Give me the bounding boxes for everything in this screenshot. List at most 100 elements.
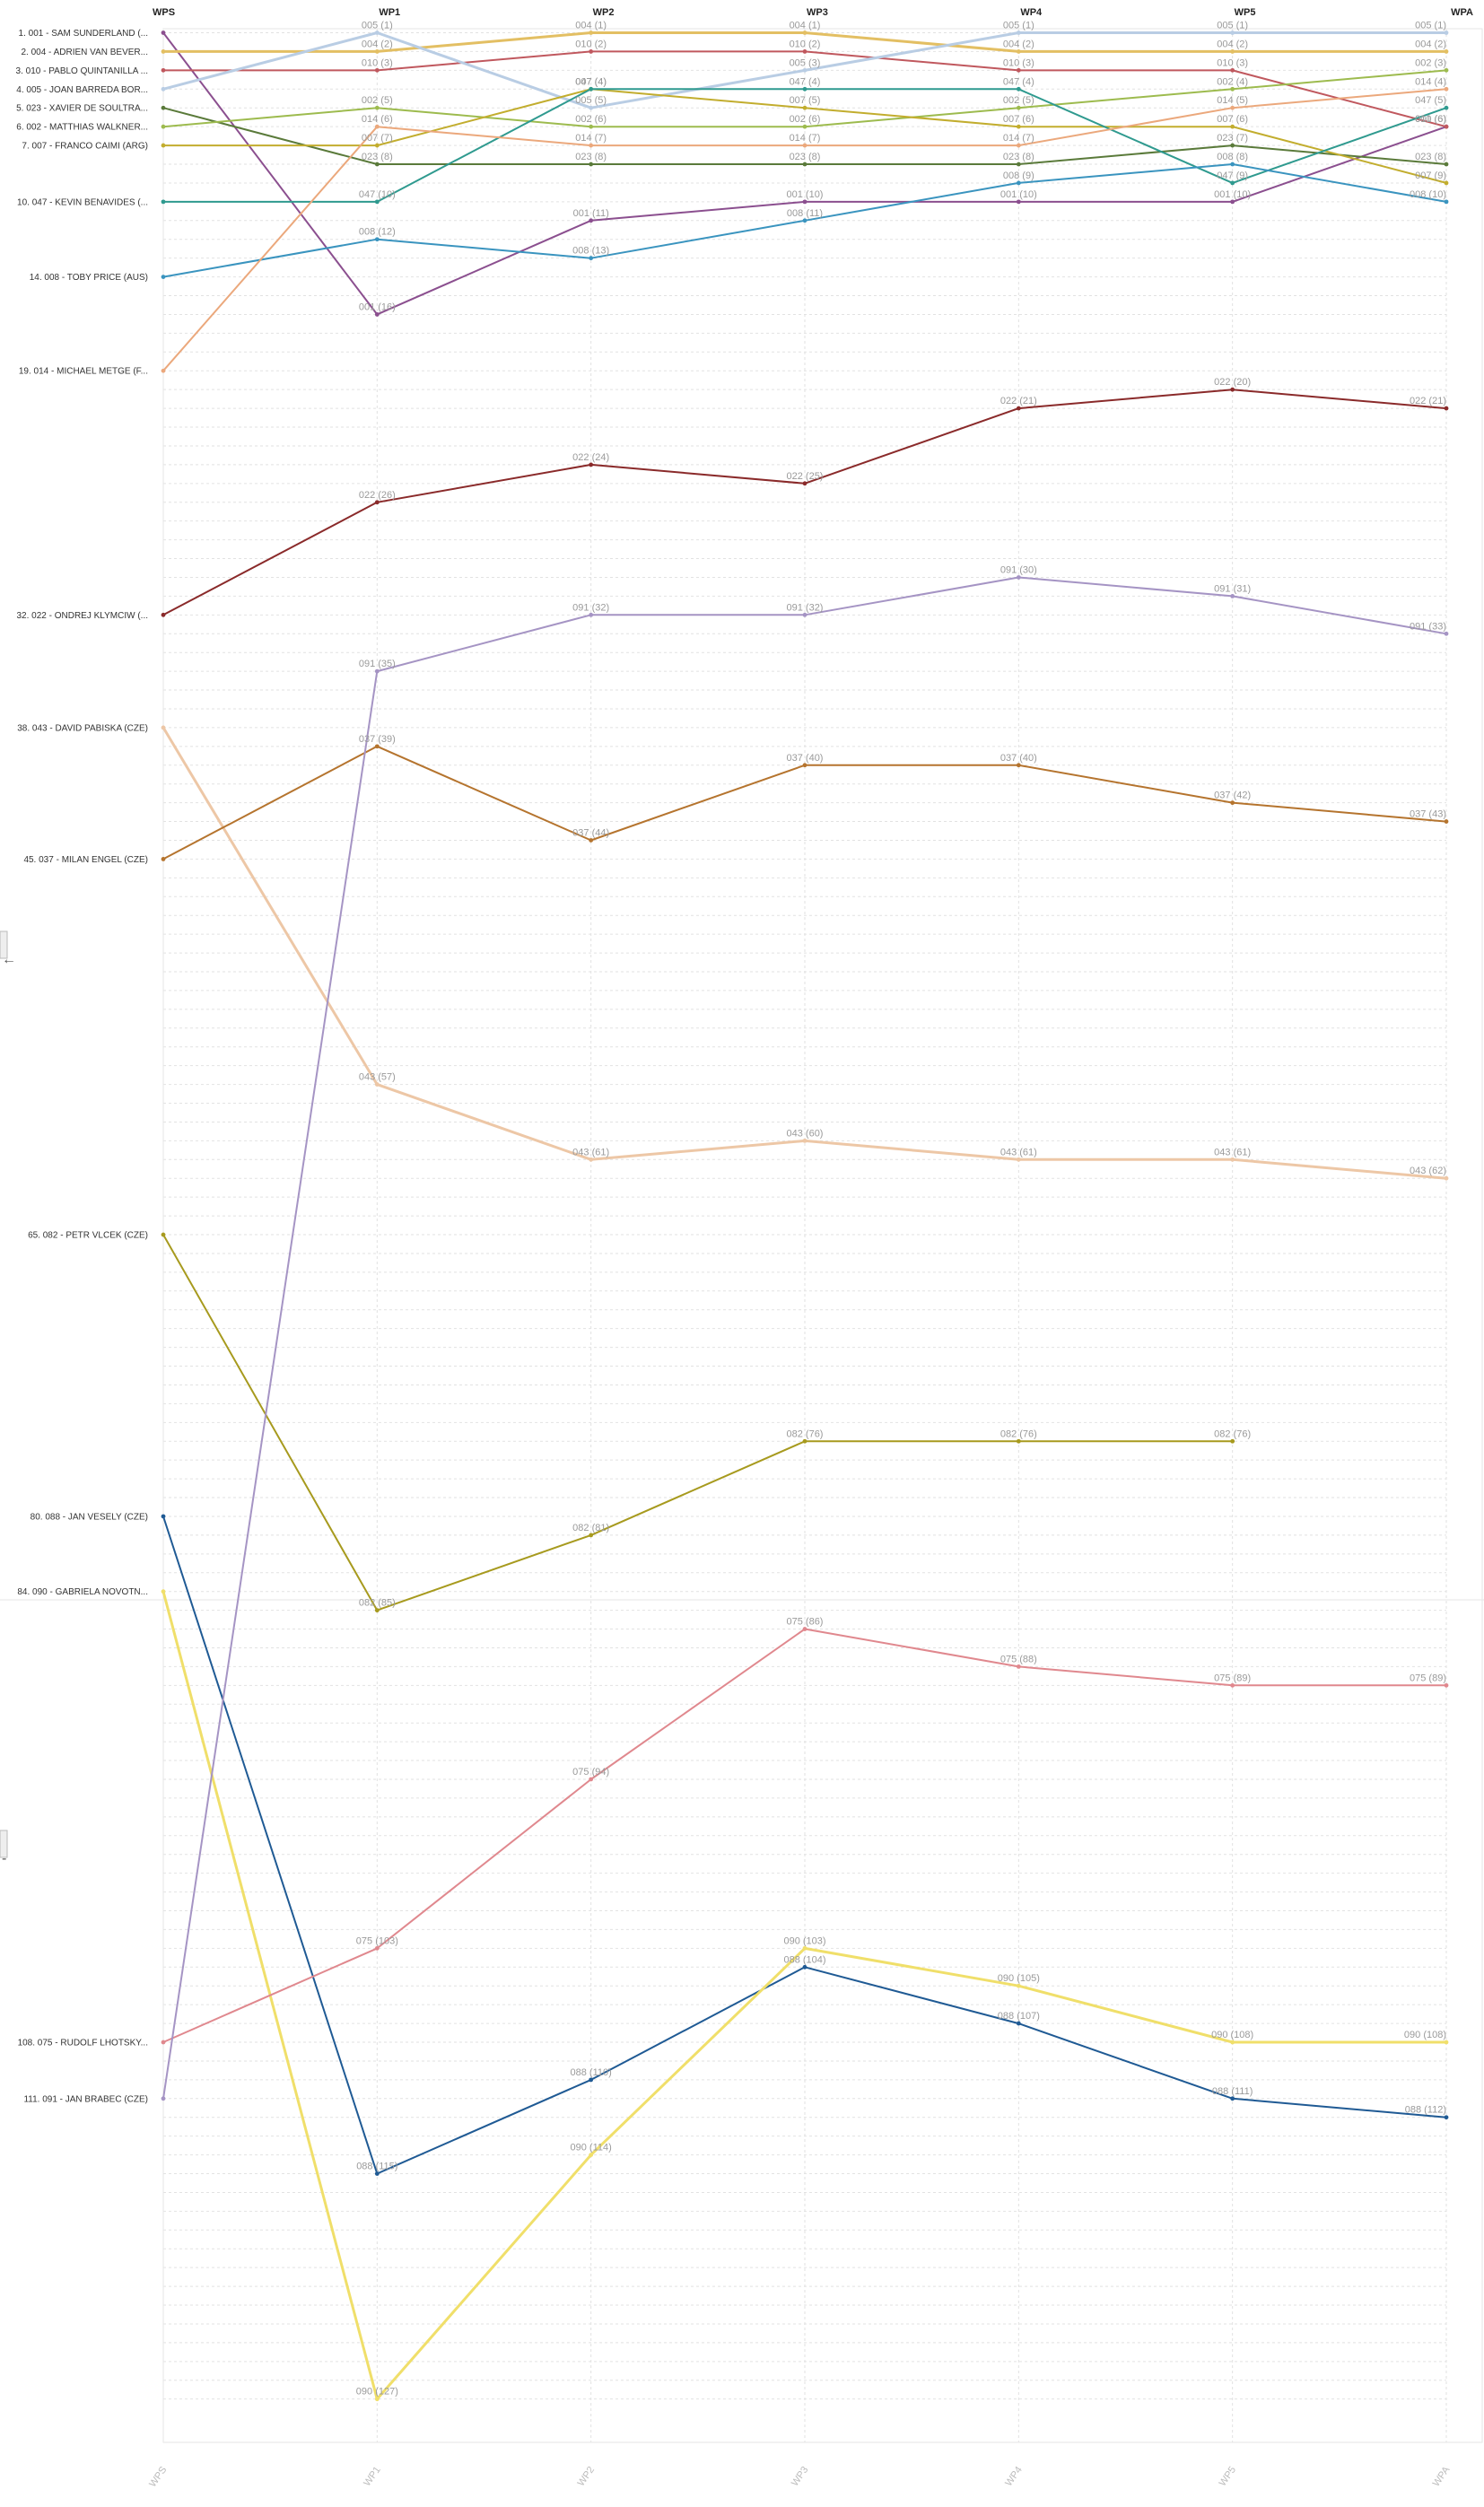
point-label-010: 010 (6)	[1415, 114, 1446, 125]
point-label-088: 088 (115)	[356, 2162, 397, 2172]
data-point-008	[802, 218, 807, 223]
svg-text:-: -	[2, 1851, 6, 1866]
rider-label: 65. 082 - PETR VLCEK (CZE)	[28, 1231, 148, 1241]
data-point-014	[161, 368, 166, 373]
rider-label: 2. 004 - ADRIEN VAN BEVER...	[21, 48, 148, 57]
data-point-005	[161, 86, 166, 92]
data-point-082	[161, 1232, 166, 1237]
data-point-008	[1444, 199, 1449, 205]
data-point-088	[1016, 2021, 1021, 2026]
point-label-022: 022 (26)	[359, 490, 396, 501]
svg-text:←: ←	[2, 952, 16, 967]
data-point-047	[802, 86, 807, 92]
data-point-075	[1230, 1682, 1235, 1688]
column-footer-label: WPA	[1431, 2464, 1453, 2488]
data-point-007	[1230, 124, 1235, 129]
point-label-022: 022 (24)	[572, 452, 609, 463]
data-point-091	[802, 612, 807, 617]
point-label-037: 037 (40)	[787, 753, 824, 764]
point-label-010: 010 (3)	[1217, 57, 1248, 68]
left-arrow-icon[interactable]: ←	[0, 930, 16, 967]
data-point-047	[161, 199, 166, 205]
data-point-091	[1230, 594, 1235, 598]
data-point-043	[1230, 1157, 1235, 1162]
point-label-091: 091 (35)	[359, 659, 396, 669]
point-label-091: 091 (33)	[1410, 621, 1446, 632]
column-footer-label: WP3	[790, 2465, 811, 2488]
point-label-090: 090 (103)	[783, 1935, 825, 1946]
data-point-002	[1230, 86, 1235, 92]
point-label-014: 014 (7)	[1003, 133, 1034, 144]
data-point-090	[802, 1945, 807, 1951]
data-point-022	[802, 481, 807, 486]
data-point-014	[589, 143, 594, 148]
plot-frame	[0, 28, 1484, 2443]
point-label-047: 047 (5)	[1415, 95, 1446, 106]
data-point-075	[1016, 1664, 1021, 1669]
dash-icon[interactable]: -	[0, 1830, 8, 1866]
data-point-004	[589, 31, 594, 35]
rider-label: 6. 002 - MATTHIAS WALKNER...	[16, 123, 148, 133]
data-point-088	[589, 2077, 594, 2083]
data-point-010	[161, 67, 166, 73]
point-label-007: 007 (9)	[1415, 170, 1446, 181]
point-label-007: 007 (6)	[1003, 114, 1034, 125]
data-point-022	[1444, 406, 1449, 411]
side-controls[interactable]: ←-	[0, 930, 16, 1866]
point-label-075: 075 (103)	[356, 1935, 398, 1946]
rider-label: 84. 090 - GABRIELA NOVOTN...	[17, 1587, 148, 1597]
point-label-008: 008 (10)	[1410, 189, 1446, 200]
data-point-002	[161, 124, 166, 129]
data-point-008	[161, 275, 166, 279]
data-point-004	[1230, 49, 1235, 54]
data-point-014	[1230, 105, 1235, 110]
point-label-002: 002 (5)	[1003, 95, 1034, 106]
point-label-022: 022 (21)	[1000, 396, 1037, 406]
point-label-075: 075 (88)	[1000, 1654, 1037, 1664]
column-footer-label: WP5	[1218, 2465, 1239, 2488]
point-label-043: 043 (62)	[1410, 1166, 1446, 1176]
point-label-001: 001 (6)	[1415, 114, 1446, 125]
point-label-002: 002 (3)	[1415, 57, 1446, 68]
point-label-005: 005 (3)	[790, 57, 821, 68]
data-point-002	[802, 124, 807, 129]
data-point-023	[802, 162, 807, 167]
point-label-007: 007 (4)	[575, 76, 607, 87]
rider-label: 10. 047 - KEVIN BENAVIDES (...	[17, 197, 148, 207]
data-point-022	[1016, 406, 1021, 411]
data-point-075	[161, 2040, 166, 2045]
data-point-007	[374, 143, 380, 148]
point-label-047: 047 (9)	[1217, 170, 1248, 181]
data-point-022	[161, 612, 166, 617]
data-point-010	[1444, 124, 1449, 129]
data-point-010	[1230, 67, 1235, 73]
data-point-014	[1444, 86, 1449, 92]
column-footer-label: WP2	[576, 2465, 598, 2488]
point-label-043: 043 (61)	[572, 1147, 609, 1157]
rider-label: 80. 088 - JAN VESELY (CZE)	[31, 1512, 148, 1522]
data-point-090	[1016, 1983, 1021, 1988]
data-point-075	[802, 1627, 807, 1631]
data-point-004	[802, 31, 807, 35]
data-point-043	[161, 725, 166, 730]
point-label-090: 090 (114)	[571, 2143, 612, 2153]
data-point-037	[589, 838, 594, 843]
data-point-001	[1016, 199, 1021, 205]
data-point-043	[1016, 1157, 1021, 1162]
data-point-001	[374, 312, 380, 317]
point-label-091: 091 (31)	[1214, 583, 1251, 594]
point-label-037: 037 (44)	[572, 827, 609, 838]
data-point-047	[1230, 180, 1235, 186]
point-label-043: 043 (61)	[1000, 1147, 1037, 1157]
data-point-010	[589, 49, 594, 54]
point-label-002: 002 (6)	[575, 114, 607, 125]
point-label-014: 014 (6)	[362, 114, 393, 125]
data-point-007	[161, 143, 166, 148]
point-label-075: 075 (89)	[1410, 1673, 1446, 1683]
point-label-001: 001 (10)	[1214, 189, 1251, 200]
column-header: WPA	[1451, 7, 1473, 18]
point-label-001: 001 (10)	[787, 189, 824, 200]
data-point-023	[589, 162, 594, 167]
data-point-082	[589, 1533, 594, 1538]
